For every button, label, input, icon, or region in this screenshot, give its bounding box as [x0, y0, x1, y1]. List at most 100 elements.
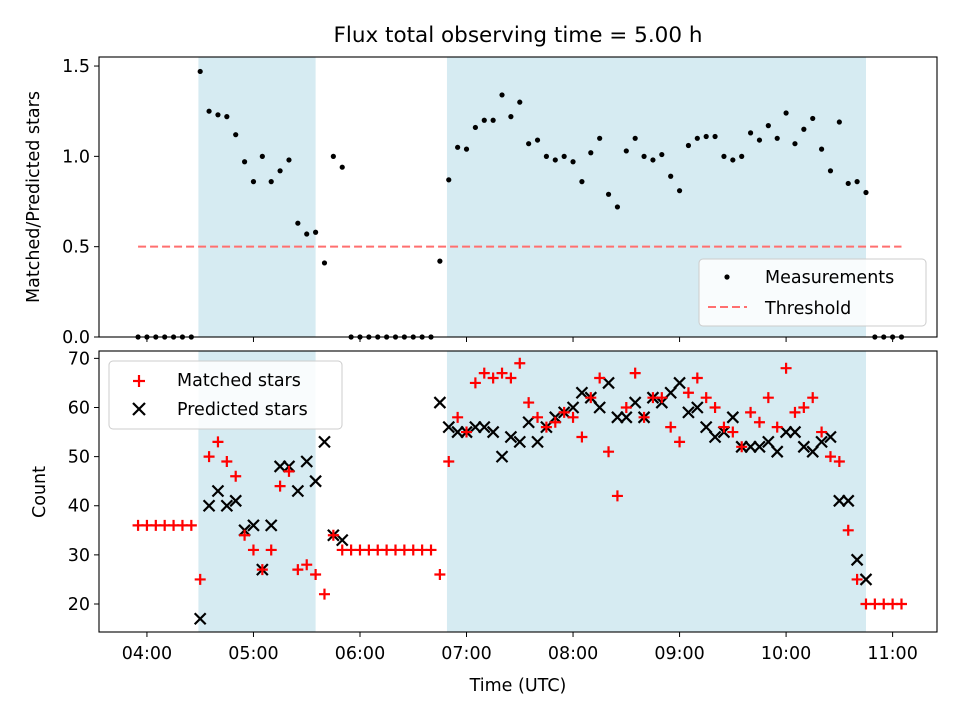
measurement-point: [499, 92, 505, 98]
y-tick-label: 40: [68, 497, 90, 517]
predicted-star-point: [575, 386, 589, 400]
top-panel: 0.0 0.5 1.0 1.5 Matched/Predicted stars Mea…: [24, 56, 938, 348]
measurement-point: [534, 137, 541, 143]
predicted-star-point: [620, 411, 633, 424]
measurement-point: [579, 179, 585, 185]
predicted-star-point: [770, 445, 784, 458]
matched-star-point: [283, 465, 295, 477]
y-tick-label: 0.0: [62, 328, 90, 348]
measurement-point: [676, 188, 683, 194]
predicted-star-point: [664, 386, 677, 400]
matched-star-point: [807, 392, 819, 404]
measurement-point: [854, 179, 860, 185]
top-plot-frame: [98, 56, 938, 338]
measurement-point: [863, 189, 869, 196]
legend-predicted-label: Predicted stars: [177, 400, 308, 420]
predicted-star-point: [691, 401, 704, 414]
predicted-star-point: [318, 435, 331, 449]
legend-predicted-marker: [132, 402, 146, 416]
bottom-y-ticks: 20 30 40 50 60 70: [68, 349, 99, 615]
measurement-point: [801, 126, 807, 132]
matched-star-point: [736, 441, 748, 453]
matched-star-point: [292, 564, 304, 576]
matched-star-point: [656, 392, 668, 404]
predicted-star-point: [815, 435, 828, 449]
matched-star-point: [212, 436, 224, 448]
measurement-point: [632, 135, 638, 141]
predicted-star-point: [335, 533, 349, 547]
bottom-legend: Matched stars Predicted stars: [108, 360, 343, 430]
predicted-star-point: [247, 519, 260, 532]
predicted-star-point: [291, 484, 305, 498]
matched-star-point: [185, 519, 197, 531]
predicted-star-point: [220, 499, 234, 513]
predicted-star-point: [566, 401, 580, 414]
measurement-point: [810, 115, 816, 122]
predicted-star-point: [824, 430, 837, 444]
predicted-star-point: [797, 440, 811, 454]
predicted-star-point: [726, 411, 740, 424]
y-tick-label: 20: [68, 595, 90, 615]
measurement-point: [268, 179, 274, 185]
measurement-point: [463, 146, 470, 152]
measurement-point: [739, 153, 745, 159]
predicted-star-point: [788, 425, 802, 439]
predicted-star-point: [682, 406, 695, 419]
matched-star-point: [434, 569, 446, 581]
predicted-star-point: [806, 445, 819, 458]
measurement-point: [783, 110, 789, 116]
x-tick-label: 06:00: [335, 644, 385, 664]
measurement-point: [330, 153, 336, 159]
matched-star-point: [496, 367, 508, 379]
measurement-point: [526, 141, 532, 147]
matched-star-point: [221, 456, 233, 468]
y-tick-label: 30: [68, 546, 90, 566]
measurement-point: [215, 112, 221, 118]
measurement-point: [570, 159, 576, 165]
measurement-point: [588, 150, 594, 156]
measurement-point: [472, 124, 478, 131]
matched-star-point: [691, 372, 703, 384]
matched-star-point: [540, 421, 552, 433]
matched-star-point: [230, 470, 242, 482]
measurement-point: [313, 229, 319, 235]
matched-star-point: [611, 490, 623, 502]
predicted-star-point: [513, 435, 527, 449]
y-tick-label: 1.0: [62, 147, 90, 167]
measurement-point: [508, 114, 514, 120]
matched-star-point: [469, 377, 481, 389]
measurement-point: [561, 153, 567, 159]
predicted-star-point: [433, 396, 447, 409]
bottom-plot-frame: [98, 350, 938, 633]
bottom-y-axis-label: Count: [30, 466, 50, 518]
top-y-ticks: 0.0 0.5 1.0 1.5: [62, 57, 99, 348]
y-tick-label: 50: [68, 448, 90, 468]
matched-star-point: [523, 397, 535, 409]
predicted-star-point: [531, 435, 544, 449]
measurement-point: [259, 153, 265, 159]
matched-star-point: [576, 431, 588, 443]
measurement-point: [792, 141, 798, 147]
matched-star-point: [620, 401, 632, 413]
measurement-point: [517, 99, 523, 105]
matched-star-point: [265, 544, 277, 556]
predicted-star-point: [504, 430, 518, 444]
matched-star-point: [194, 573, 206, 585]
measurement-point: [818, 146, 825, 152]
measurement-point: [641, 153, 647, 159]
measurement-point: [730, 157, 736, 163]
measurement-point: [597, 135, 603, 141]
measurement-point: [455, 144, 461, 150]
matched-star-point: [239, 529, 251, 541]
measurement-point: [694, 135, 700, 141]
matched-star-point: [753, 416, 765, 428]
legend-threshold-label: Threshold: [764, 299, 851, 319]
measurement-point: [481, 117, 487, 123]
matched-star-point: [487, 372, 499, 384]
matched-star-point: [505, 372, 517, 384]
matched-star-point: [549, 416, 561, 428]
matched-star-point: [745, 406, 757, 418]
matched-star-point: [256, 564, 268, 576]
predicted-star-point: [193, 612, 207, 626]
measurement-point: [446, 177, 452, 183]
